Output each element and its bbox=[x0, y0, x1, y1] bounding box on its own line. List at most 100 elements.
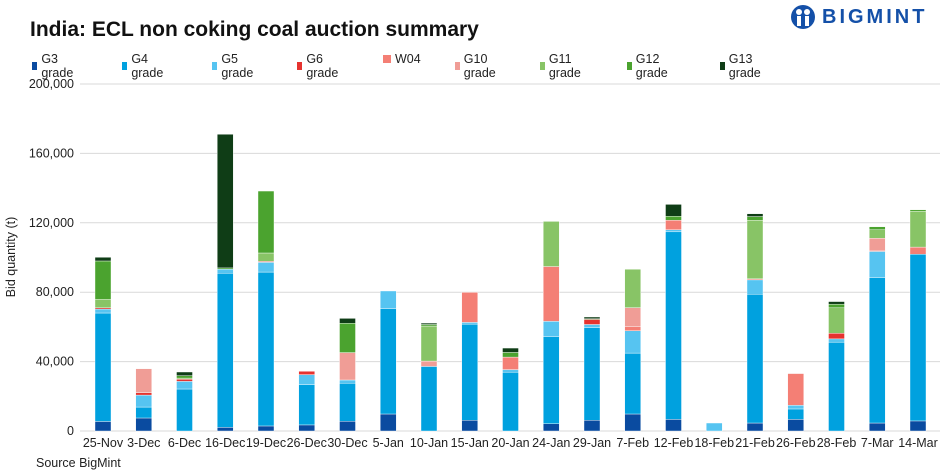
bar-segment bbox=[380, 308, 397, 415]
y-axis-label: Bid quantity (t) bbox=[4, 217, 18, 298]
x-tick-label: 3-Dec bbox=[127, 436, 160, 450]
bar-segment bbox=[339, 318, 356, 324]
bar-segment bbox=[257, 271, 275, 427]
x-tick-label: 25-Nov bbox=[83, 436, 124, 450]
x-tick-label: 19-Dec bbox=[246, 436, 286, 450]
chart-title: India: ECL non coking coal auction summa… bbox=[30, 18, 479, 41]
bar-segment bbox=[909, 209, 927, 212]
legend-label: G12 grade bbox=[635, 52, 668, 80]
x-tick-label: 7-Feb bbox=[616, 436, 649, 450]
legend-item: G4 grade bbox=[122, 52, 166, 80]
bar-segment bbox=[828, 341, 845, 432]
bar-segment bbox=[828, 301, 845, 305]
bar-segment bbox=[502, 352, 519, 358]
bar-segment bbox=[787, 405, 804, 410]
legend-swatch bbox=[627, 62, 632, 70]
legend-item: G11 grade bbox=[540, 52, 584, 80]
bar-segment bbox=[94, 257, 112, 262]
bar-segment bbox=[461, 292, 478, 323]
legend-item: G5 grade bbox=[212, 52, 256, 80]
legend-swatch bbox=[212, 62, 218, 70]
bar-segment bbox=[176, 375, 193, 379]
bar-segment bbox=[176, 379, 193, 382]
bar-segment bbox=[909, 210, 927, 248]
bar-segment bbox=[665, 419, 682, 432]
y-tick-label: 80,000 bbox=[36, 285, 74, 299]
bar-segment bbox=[746, 279, 764, 295]
x-tick-label: 15-Jan bbox=[451, 436, 489, 450]
bar-segment bbox=[420, 360, 438, 367]
bar-segment bbox=[583, 327, 601, 421]
x-tick-label: 7-Mar bbox=[861, 436, 894, 450]
bar-segment bbox=[624, 413, 641, 432]
bar-segment bbox=[828, 333, 845, 340]
legend-swatch bbox=[720, 62, 725, 70]
bar-segment bbox=[909, 254, 927, 422]
bar-segment bbox=[787, 419, 804, 432]
legend-item: G10 grade bbox=[455, 52, 499, 80]
bar-segment bbox=[502, 371, 519, 432]
bar-segment bbox=[339, 379, 356, 384]
bar-segment bbox=[94, 308, 112, 314]
bar-segment bbox=[298, 371, 315, 375]
bar-segment bbox=[502, 347, 519, 353]
bar-segment bbox=[746, 216, 764, 221]
bar-segment bbox=[420, 366, 438, 432]
bar-segment bbox=[746, 294, 764, 424]
bar-segment bbox=[828, 307, 845, 334]
bar-segment bbox=[298, 384, 315, 426]
bar-segment bbox=[746, 219, 764, 280]
x-tick-label: 5-Jan bbox=[373, 436, 404, 450]
legend-item: G6 grade bbox=[297, 52, 341, 80]
bar-segment bbox=[257, 252, 275, 262]
bar-segment bbox=[746, 422, 764, 432]
bar-segment bbox=[869, 238, 886, 251]
bar-segment bbox=[828, 303, 845, 309]
bar-segment bbox=[543, 221, 560, 267]
bar-segment bbox=[217, 427, 234, 432]
bar-segment bbox=[583, 316, 601, 319]
bar-segment bbox=[787, 373, 804, 406]
bar-segment bbox=[869, 226, 886, 230]
bar-segment bbox=[583, 324, 601, 328]
bar-segment bbox=[502, 356, 519, 370]
bar-segment bbox=[420, 325, 438, 362]
legend-item: G12 grade bbox=[627, 52, 671, 80]
bar-segment bbox=[135, 392, 152, 396]
legend-swatch bbox=[297, 62, 303, 70]
legend-label: W04 bbox=[395, 52, 421, 66]
bar-segment bbox=[298, 374, 315, 385]
x-tick-label: 16-Dec bbox=[205, 436, 245, 450]
legend-label: G5 grade bbox=[221, 52, 254, 80]
y-tick-label: 160,000 bbox=[29, 146, 74, 160]
bar-segment bbox=[543, 321, 560, 337]
x-tick-label: 30-Dec bbox=[327, 436, 367, 450]
bar-segment bbox=[624, 330, 641, 354]
bar-segment bbox=[135, 406, 152, 419]
bigmint-logo-text: BIGMINT bbox=[822, 5, 928, 28]
bar-segment bbox=[339, 352, 356, 381]
x-tick-label: 26-Dec bbox=[287, 436, 327, 450]
bar-segment bbox=[624, 269, 641, 308]
bar-segment bbox=[135, 417, 152, 432]
bar-segment bbox=[828, 338, 845, 343]
bar-segment bbox=[217, 269, 234, 274]
x-tick-label: 29-Jan bbox=[573, 436, 611, 450]
legend-item: G13 grade bbox=[720, 52, 764, 80]
bar-segment bbox=[583, 420, 601, 432]
bar-segment bbox=[787, 408, 804, 420]
legend-label: G3 grade bbox=[41, 52, 74, 80]
x-tick-label: 14-Mar bbox=[898, 436, 938, 450]
legend-label: G6 grade bbox=[306, 52, 339, 80]
bar-segment bbox=[624, 352, 641, 415]
bar-segment bbox=[869, 277, 886, 424]
y-tick-label: 200,000 bbox=[29, 77, 74, 91]
bar-segment bbox=[217, 273, 234, 428]
bar-segment bbox=[869, 229, 886, 239]
bar-segment bbox=[339, 323, 356, 353]
legend-label: G13 grade bbox=[728, 52, 761, 80]
x-tick-label: 10-Jan bbox=[410, 436, 448, 450]
bar-segment bbox=[665, 231, 682, 420]
legend-label: G11 grade bbox=[548, 52, 581, 80]
